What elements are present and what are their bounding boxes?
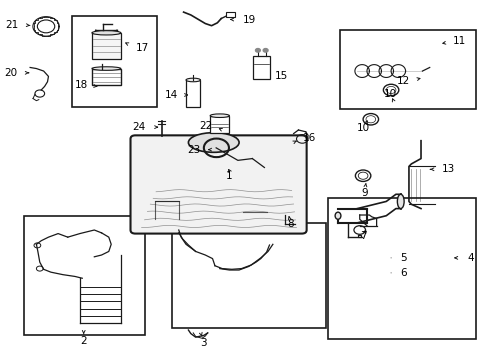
Ellipse shape [334, 212, 340, 219]
Text: 20: 20 [4, 68, 17, 78]
Ellipse shape [210, 114, 229, 117]
Text: 1: 1 [226, 171, 232, 181]
Bar [92, 68, 121, 85]
Text: 17: 17 [136, 43, 149, 53]
Bar [71, 16, 157, 107]
Bar [327, 198, 474, 339]
Text: 21: 21 [5, 19, 19, 30]
Text: 16: 16 [303, 133, 316, 143]
Text: 6: 6 [399, 268, 406, 278]
Text: 18: 18 [75, 80, 88, 90]
FancyBboxPatch shape [130, 135, 306, 234]
Circle shape [255, 49, 260, 52]
Text: 13: 13 [441, 164, 454, 174]
Text: 19: 19 [242, 15, 255, 25]
Text: 7: 7 [359, 231, 366, 242]
Ellipse shape [92, 67, 121, 70]
Ellipse shape [92, 31, 121, 35]
Bar [92, 33, 121, 59]
Text: 10: 10 [356, 123, 369, 133]
Text: 14: 14 [164, 90, 178, 100]
Text: 2: 2 [80, 336, 87, 346]
Bar [253, 56, 270, 79]
Bar [225, 13, 234, 17]
Ellipse shape [397, 194, 403, 208]
Text: 9: 9 [361, 188, 367, 198]
Text: 12: 12 [396, 76, 409, 86]
Text: 8: 8 [287, 219, 293, 229]
Text: 3: 3 [200, 338, 207, 347]
Text: 4: 4 [467, 253, 473, 263]
Bar [210, 116, 229, 133]
Bar [185, 80, 200, 107]
Text: 23: 23 [187, 145, 200, 155]
Circle shape [263, 49, 267, 52]
Bar [24, 216, 144, 336]
Ellipse shape [185, 78, 200, 82]
Bar [340, 30, 474, 109]
Text: 11: 11 [452, 36, 465, 46]
Text: 5: 5 [399, 253, 406, 263]
Bar [171, 223, 325, 328]
Text: 24: 24 [132, 122, 145, 132]
Text: 15: 15 [275, 71, 288, 81]
Text: 22: 22 [199, 121, 212, 131]
Ellipse shape [188, 133, 239, 152]
Text: 10: 10 [383, 89, 396, 99]
